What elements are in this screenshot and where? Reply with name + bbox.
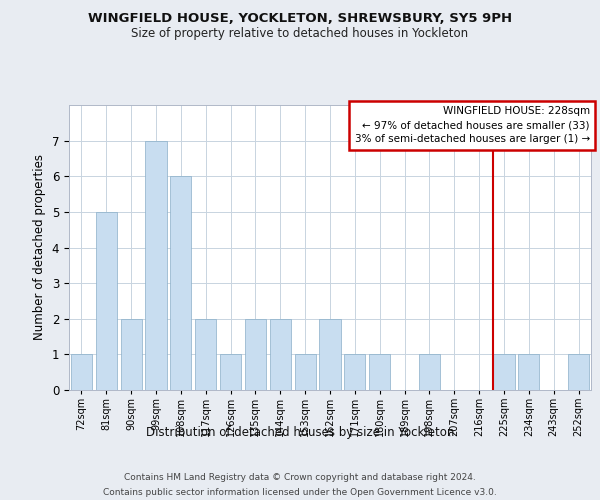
Bar	[121, 319, 142, 390]
Bar	[369, 354, 390, 390]
Bar	[319, 319, 341, 390]
Bar	[220, 354, 241, 390]
Bar	[170, 176, 191, 390]
Text: WINGFIELD HOUSE: 228sqm
← 97% of detached houses are smaller (33)
3% of semi-det: WINGFIELD HOUSE: 228sqm ← 97% of detache…	[355, 106, 590, 144]
Text: Size of property relative to detached houses in Yockleton: Size of property relative to detached ho…	[131, 28, 469, 40]
Bar	[145, 140, 167, 390]
Bar	[195, 319, 216, 390]
Bar	[419, 354, 440, 390]
Text: Distribution of detached houses by size in Yockleton: Distribution of detached houses by size …	[146, 426, 454, 439]
Bar	[270, 319, 291, 390]
Bar	[568, 354, 589, 390]
Bar	[344, 354, 365, 390]
Text: WINGFIELD HOUSE, YOCKLETON, SHREWSBURY, SY5 9PH: WINGFIELD HOUSE, YOCKLETON, SHREWSBURY, …	[88, 12, 512, 26]
Bar	[295, 354, 316, 390]
Bar	[493, 354, 515, 390]
Bar	[245, 319, 266, 390]
Bar	[96, 212, 117, 390]
Bar	[518, 354, 539, 390]
Y-axis label: Number of detached properties: Number of detached properties	[33, 154, 46, 340]
Text: Contains public sector information licensed under the Open Government Licence v3: Contains public sector information licen…	[103, 488, 497, 497]
Text: Contains HM Land Registry data © Crown copyright and database right 2024.: Contains HM Land Registry data © Crown c…	[124, 473, 476, 482]
Bar	[71, 354, 92, 390]
